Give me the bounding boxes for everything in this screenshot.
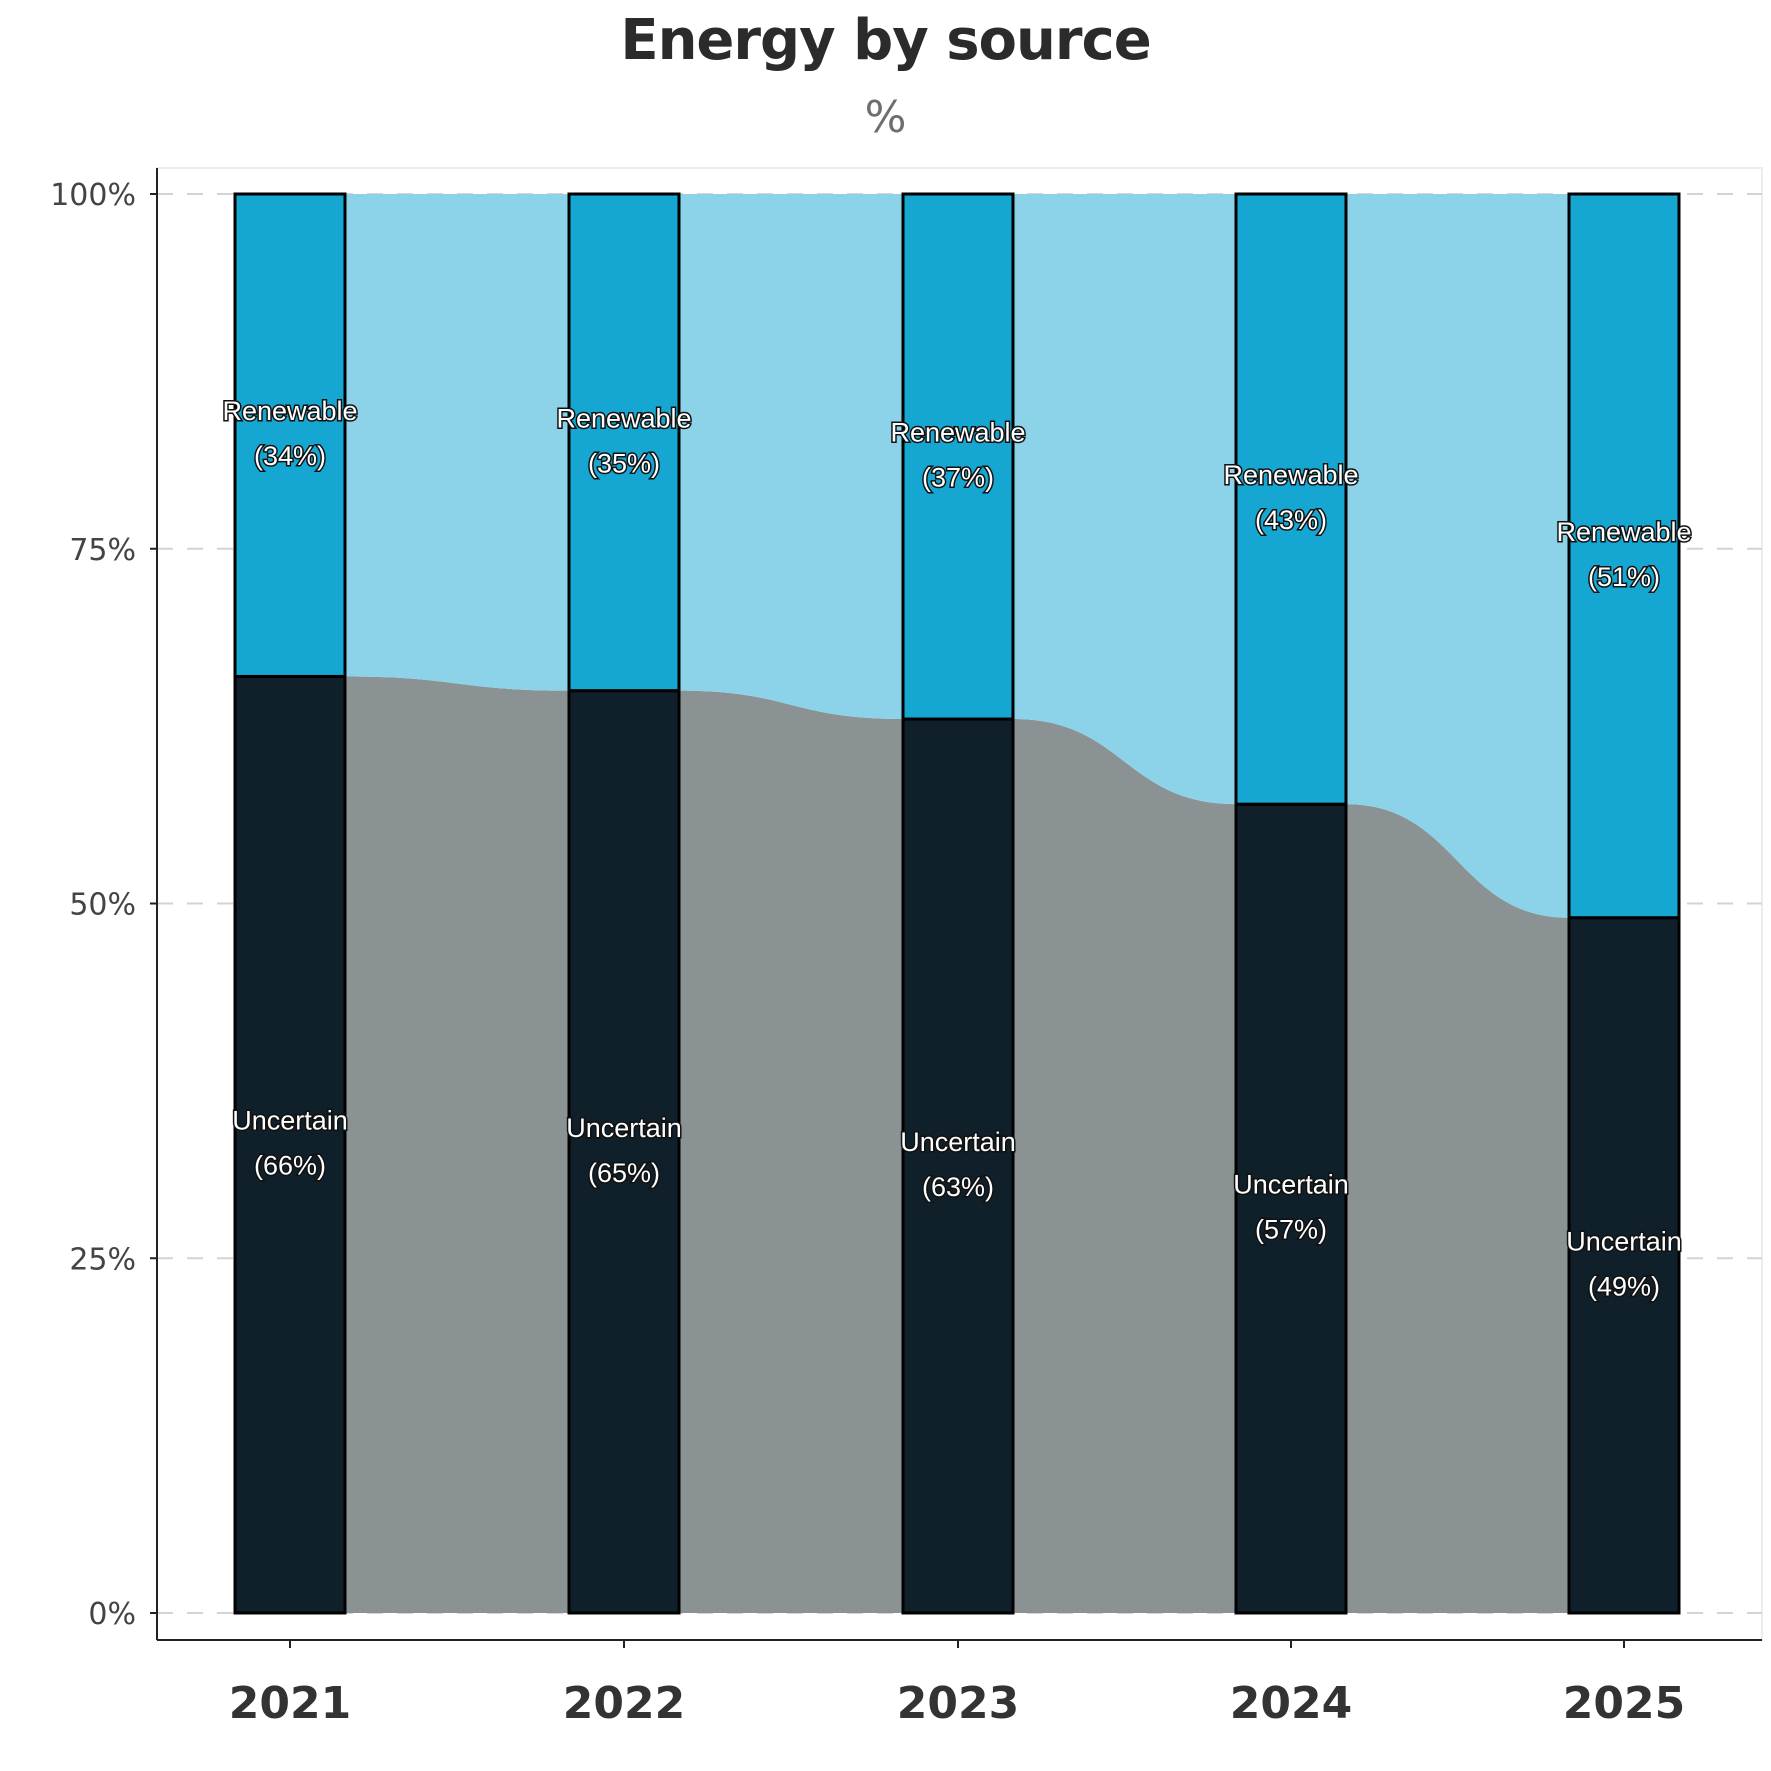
y-tick-label: 75%: [69, 533, 136, 568]
data-label-value: (43%): [1255, 505, 1327, 535]
data-label-name: Uncertain: [566, 1113, 682, 1143]
bar-renewable-2023: [901, 192, 1015, 721]
bar-uncertain-2022: [567, 689, 681, 1615]
x-tick-label: 2022: [563, 1678, 685, 1729]
x-tick-label: 2025: [1563, 1678, 1685, 1729]
data-labels: Uncertain (66%) Renewable (34%) Uncertain (65…: [221, 395, 1693, 1303]
bars: [233, 192, 1681, 1615]
data-label-value: (34%): [254, 441, 326, 471]
data-label-value: (57%): [1255, 1215, 1327, 1245]
bar-renewable-2022: [567, 192, 681, 693]
data-label-name: Renewable: [1223, 460, 1358, 490]
data-label-value: (51%): [1588, 562, 1660, 592]
bar-uncertain-2023: [901, 717, 1015, 1615]
data-label-name: Uncertain: [232, 1106, 348, 1136]
x-tick-label: 2023: [897, 1678, 1019, 1729]
bar-renewable-2024: [1234, 192, 1348, 806]
axes: 0% 25% 50% 75% 100% 2021 2022 2023 2024 2025: [50, 168, 1762, 1729]
bar-renewable-2021: [233, 192, 347, 678]
bar-uncertain-2024: [1234, 802, 1348, 1615]
data-label-name: Renewable: [222, 396, 357, 426]
bar-uncertain-2021: [233, 674, 347, 1615]
data-label-name: Renewable: [556, 403, 691, 433]
data-label-name: Uncertain: [900, 1127, 1016, 1157]
chart-title: Energy by source: [620, 8, 1151, 73]
data-label-value: (66%): [254, 1151, 326, 1181]
data-label-value: (37%): [922, 463, 994, 493]
x-tick-label: 2024: [1230, 1678, 1352, 1729]
data-label-name: Uncertain: [1566, 1226, 1682, 1256]
bar-uncertain-2025: [1567, 916, 1681, 1615]
data-label-name: Renewable: [1556, 517, 1691, 547]
data-label-value: (49%): [1588, 1271, 1660, 1301]
y-tick-label: 0%: [88, 1597, 136, 1632]
data-label-value: (65%): [588, 1158, 660, 1188]
y-tick-label: 50%: [69, 888, 136, 923]
data-label-name: Renewable: [890, 418, 1025, 448]
chart-subtitle: %: [864, 92, 907, 143]
data-label-value: (35%): [588, 448, 660, 478]
x-tick-label: 2021: [229, 1678, 351, 1729]
y-tick-label: 100%: [50, 178, 136, 213]
data-label-name: Uncertain: [1233, 1170, 1349, 1200]
bar-renewable-2025: [1567, 192, 1681, 920]
data-label-value: (63%): [922, 1172, 994, 1202]
y-tick-label: 25%: [69, 1242, 136, 1277]
